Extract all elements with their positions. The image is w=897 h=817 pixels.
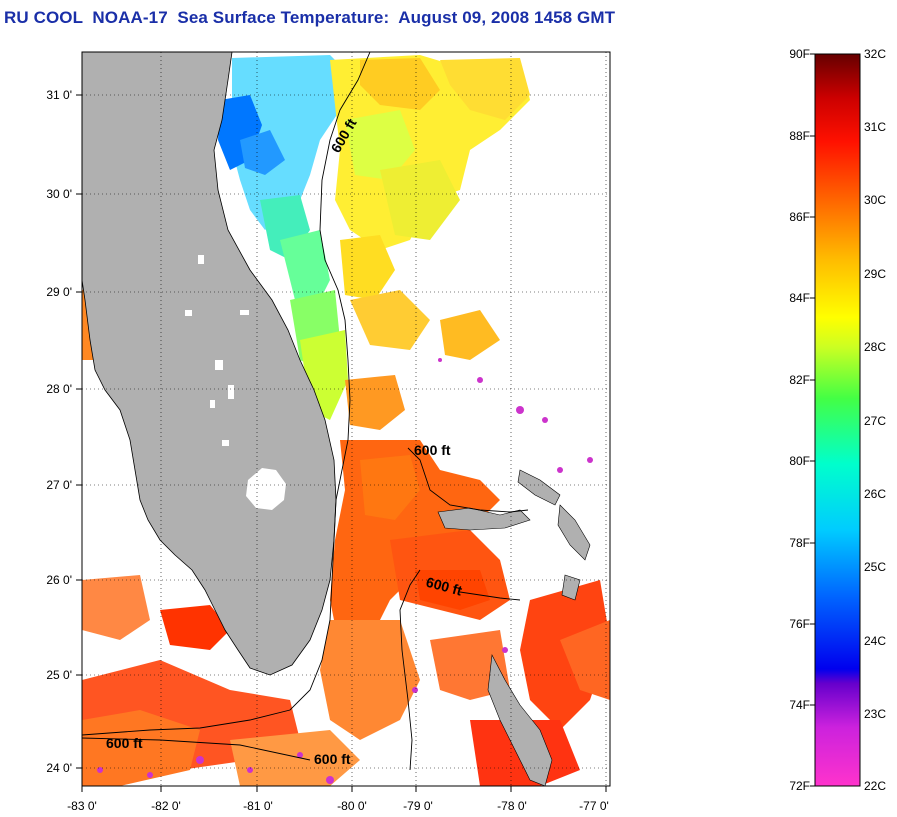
isobath-label: 600 ft <box>106 735 143 751</box>
lat-tick-label: 26 0' <box>46 573 72 587</box>
lon-tick-label: -82 0' <box>151 799 181 813</box>
lon-tick-label: -79 0' <box>403 799 433 813</box>
map-title: RU COOL NOAA-17 Sea Surface Temperature:… <box>4 8 616 27</box>
lat-tick-label: 31 0' <box>46 88 72 102</box>
lon-tick-label: -81 0' <box>243 799 273 813</box>
lat-tick-label: 28 0' <box>46 382 72 396</box>
lon-tick-label: -77 0' <box>579 799 609 813</box>
sst-warm-south <box>82 280 610 786</box>
land-bahamas <box>437 469 591 786</box>
isobath-label: 600 ft <box>414 442 451 458</box>
lon-tick-label: -83 0' <box>67 799 97 813</box>
axis-ticks <box>76 94 607 792</box>
lon-tick-label: -78 0' <box>497 799 527 813</box>
inland-lakes <box>185 255 249 446</box>
isobath-label: 600 ft <box>314 751 351 767</box>
lake-okeechobee <box>246 468 286 510</box>
isobath-lines <box>82 52 529 771</box>
sst-mid-north <box>330 55 530 360</box>
lat-tick-label: 25 0' <box>46 668 72 682</box>
lat-tick-label: 30 0' <box>46 187 72 201</box>
sst-cool-north <box>218 55 348 420</box>
sst-cold-specks <box>97 358 593 784</box>
lon-tick-label: -80 0' <box>337 799 367 813</box>
lat-tick-label: 24 0' <box>46 761 72 775</box>
lat-tick-labels: 24 0' 25 0' 26 0' 27 0' 28 0' 29 0' 30 0… <box>46 88 72 775</box>
lon-tick-labels: -83 0' -82 0' -81 0' -80 0' -79 0' -78 0… <box>67 799 609 813</box>
map-grid <box>82 52 610 786</box>
map-frame <box>81 51 611 787</box>
lat-tick-label: 29 0' <box>46 285 72 299</box>
land-florida <box>82 52 337 676</box>
lat-tick-label: 27 0' <box>46 478 72 492</box>
